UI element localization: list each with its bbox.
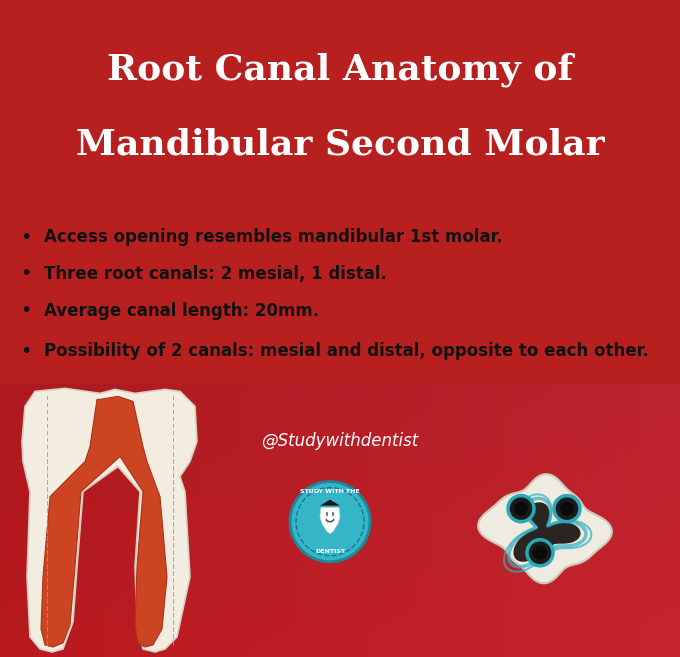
Polygon shape [320,508,340,533]
Circle shape [533,546,547,560]
Text: Root Canal Anatomy of: Root Canal Anatomy of [107,53,573,87]
Circle shape [560,502,574,516]
Text: •: • [20,342,32,361]
Circle shape [514,502,528,516]
Text: Access opening resembles mandibular 1st molar.: Access opening resembles mandibular 1st … [44,228,503,246]
Text: Mandibular Second Molar: Mandibular Second Molar [75,127,605,161]
Polygon shape [513,503,581,562]
Polygon shape [41,396,167,647]
Circle shape [527,539,553,566]
Text: Three root canals: 2 mesial, 1 distal.: Three root canals: 2 mesial, 1 distal. [44,265,387,283]
Polygon shape [22,388,197,652]
Circle shape [554,495,580,522]
Text: •: • [20,265,32,283]
Polygon shape [478,474,612,583]
Text: Possibility of 2 canals: mesial and distal, opposite to each other.: Possibility of 2 canals: mesial and dist… [44,342,649,360]
Polygon shape [320,499,340,506]
Text: @Studywithdentist: @Studywithdentist [261,432,419,451]
Text: •: • [20,228,32,246]
Text: •: • [20,302,32,320]
Circle shape [290,482,370,562]
Text: DENTIST: DENTIST [315,549,345,555]
Text: STUDY WITH THE: STUDY WITH THE [300,489,360,494]
Text: Average canal length: 20mm.: Average canal length: 20mm. [44,302,320,320]
Circle shape [508,495,534,522]
